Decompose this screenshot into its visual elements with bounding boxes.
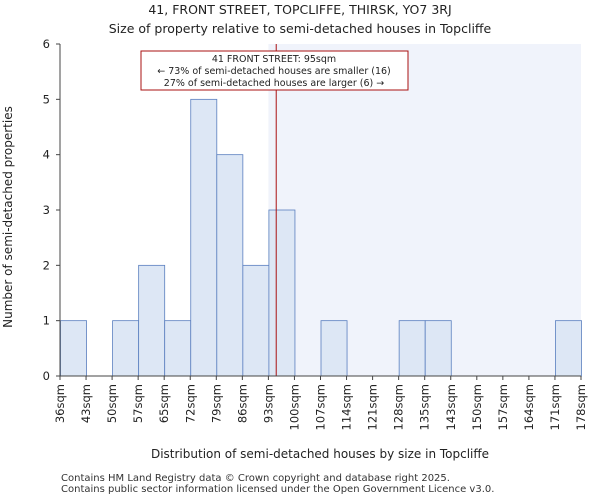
annotation-box: 41 FRONT STREET: 95sqm ← 73% of semi-det…	[140, 50, 409, 91]
x-tick-label-157sqm: 157sqm	[496, 384, 510, 430]
footer-line2: Contains public sector information licen…	[61, 484, 495, 495]
y-tick-label-1: 1	[43, 314, 50, 328]
x-tick-label-50sqm: 50sqm	[105, 384, 119, 423]
bar-57sqm	[138, 264, 166, 377]
x-tick-label-79sqm: 79sqm	[209, 384, 223, 423]
x-tick-label-107sqm: 107sqm	[314, 384, 328, 430]
x-tick-label-86sqm: 86sqm	[235, 384, 249, 423]
footer-line1: Contains HM Land Registry data © Crown c…	[61, 473, 450, 484]
chart-title-line2: Size of property relative to semi-detach…	[109, 21, 492, 36]
y-tick-label-3: 3	[43, 203, 50, 217]
chart-title-line1: 41, FRONT STREET, TOPCLIFFE, THIRSK, YO7…	[148, 2, 451, 17]
bar-79sqm	[216, 154, 244, 377]
x-tick-label-100sqm: 100sqm	[287, 384, 301, 430]
x-tick-label-164sqm: 164sqm	[522, 384, 536, 430]
bar-128sqm	[398, 320, 426, 377]
x-tick-label-93sqm: 93sqm	[261, 384, 275, 423]
y-tick-label-4: 4	[43, 148, 50, 162]
annotation-line1: 41 FRONT STREET: 95sqm	[212, 54, 336, 65]
y-tick-label-5: 5	[43, 92, 50, 106]
annotation-line3: 27% of semi-detached houses are larger (…	[164, 78, 384, 89]
x-tick-label-36sqm: 36sqm	[53, 384, 67, 423]
x-tick-label-178sqm: 178sqm	[574, 384, 588, 430]
y-tick-label-0: 0	[43, 369, 50, 383]
y-tick-label-2: 2	[43, 258, 50, 272]
bar-135sqm	[424, 320, 452, 377]
annotation-box-frame	[140, 50, 409, 91]
x-tick-label-143sqm: 143sqm	[444, 384, 458, 430]
x-tick-label-57sqm: 57sqm	[131, 384, 145, 423]
x-tick-label-114sqm: 114sqm	[340, 384, 354, 430]
x-axis-label: Distribution of semi-detached houses by …	[151, 447, 489, 461]
bar-86sqm	[242, 264, 270, 377]
x-tick-label-135sqm: 135sqm	[418, 384, 432, 430]
y-tick-label-6: 6	[43, 37, 50, 51]
bar-36sqm	[60, 320, 87, 377]
bar-107sqm	[320, 320, 348, 377]
x-tick-label-150sqm: 150sqm	[470, 384, 484, 430]
bar-72sqm	[190, 98, 218, 377]
y-axis-label: Number of semi-detached properties	[1, 106, 15, 328]
x-tick-label-128sqm: 128sqm	[392, 384, 406, 430]
x-tick-label-72sqm: 72sqm	[183, 384, 197, 423]
bar-65sqm	[164, 320, 192, 377]
bar-93sqm	[268, 209, 296, 377]
bar-50sqm	[112, 320, 140, 377]
x-tick-label-121sqm: 121sqm	[366, 384, 380, 430]
annotation-line2: ← 73% of semi-detached houses are smalle…	[157, 66, 391, 77]
bar-171sqm	[555, 320, 582, 377]
x-tick-label-65sqm: 65sqm	[157, 384, 171, 423]
x-tick-label-171sqm: 171sqm	[548, 384, 562, 430]
x-tick-label-43sqm: 43sqm	[79, 384, 93, 423]
